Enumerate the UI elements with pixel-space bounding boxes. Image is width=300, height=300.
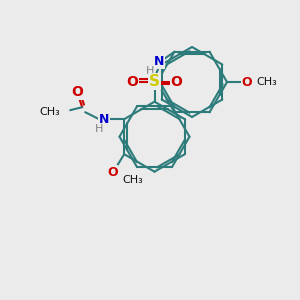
Text: S: S [149,74,160,89]
Text: CH₃: CH₃ [39,107,60,117]
Text: H: H [95,124,103,134]
Text: N: N [154,55,165,68]
Text: O: O [127,75,138,89]
Text: O: O [71,85,83,99]
Text: O: O [107,166,118,179]
Text: CH₃: CH₃ [256,77,277,87]
Text: N: N [99,113,110,126]
Text: CH₃: CH₃ [122,175,143,185]
Text: O: O [171,75,182,89]
Text: O: O [242,76,252,88]
Text: H: H [146,66,155,76]
